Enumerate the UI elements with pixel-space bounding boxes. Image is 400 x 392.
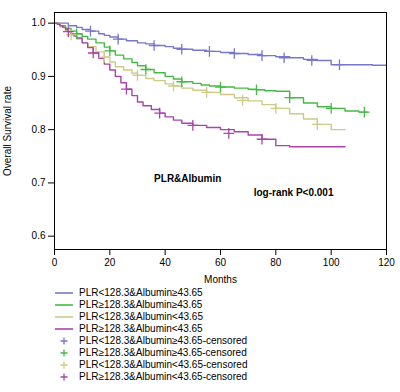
html-text:PLR≥128.3&Albumin<43.65: PLR≥128.3&Albumin<43.65 bbox=[79, 323, 203, 334]
html-text:PLR≥128.3&Albumin≥43.65: PLR≥128.3&Albumin≥43.65 bbox=[79, 299, 203, 310]
svg-text:0: 0 bbox=[52, 257, 58, 268]
svg-text:0.7: 0.7 bbox=[32, 177, 46, 188]
html-text:PLR<128.3&Albumin<43.65: PLR<128.3&Albumin<43.65 bbox=[79, 311, 203, 322]
svg-text:1.0: 1.0 bbox=[32, 17, 46, 28]
svg-text:20: 20 bbox=[104, 257, 116, 268]
svg-text:Overall Survival rate: Overall Survival rate bbox=[2, 86, 13, 176]
svg-text:0.6: 0.6 bbox=[32, 230, 46, 241]
svg-text:Months: Months bbox=[204, 274, 237, 285]
svg-text:0.8: 0.8 bbox=[32, 124, 46, 135]
svg-text:120: 120 bbox=[378, 257, 395, 268]
svg-text:PLR&Albumin: PLR&Albumin bbox=[154, 173, 221, 184]
html-text:PLR≥128.3&Albumin<43.65-censor: PLR≥128.3&Albumin<43.65-censored bbox=[79, 371, 248, 382]
svg-text:80: 80 bbox=[270, 257, 282, 268]
html-text:PLR≥128.3&Albumin≥43.65-censor: PLR≥128.3&Albumin≥43.65-censored bbox=[79, 347, 247, 358]
svg-text:40: 40 bbox=[160, 257, 172, 268]
html-text:PLR<128.3&Albumin<43.65-censor: PLR<128.3&Albumin<43.65-censored bbox=[79, 359, 248, 370]
svg-text:100: 100 bbox=[323, 257, 340, 268]
html-text:PLR<128.3&Albumin≥43.65: PLR<128.3&Albumin≥43.65 bbox=[79, 287, 203, 298]
html-text:PLR<128.3&Albumin≥43.65-censor: PLR<128.3&Albumin≥43.65-censored bbox=[79, 335, 248, 346]
svg-text:log-rank P<0.001: log-rank P<0.001 bbox=[254, 187, 334, 198]
svg-text:0.9: 0.9 bbox=[32, 71, 46, 82]
svg-text:60: 60 bbox=[215, 257, 227, 268]
